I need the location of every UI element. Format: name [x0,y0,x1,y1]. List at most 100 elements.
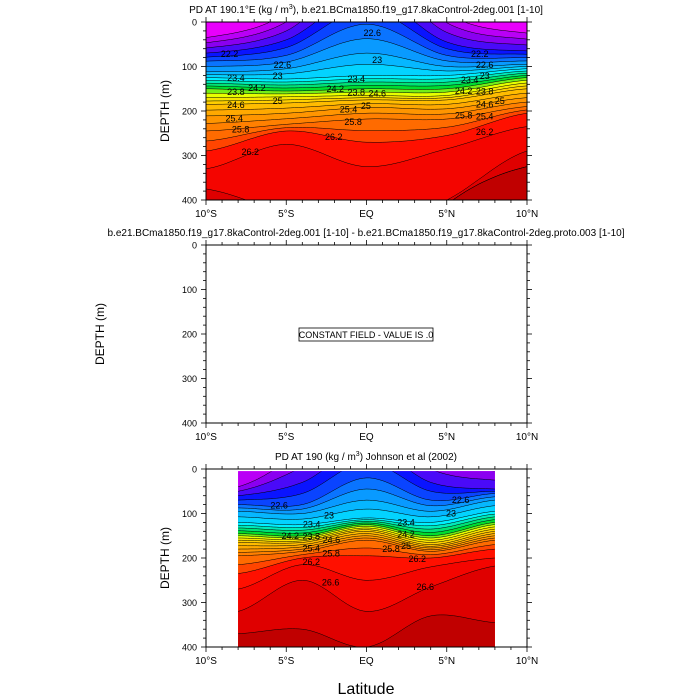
annotation-text: CONSTANT FIELD - VALUE IS .0 [299,330,434,340]
contour-label: 23 [372,55,382,65]
contour-label: 24.2 [282,531,300,541]
contour-label: 25.8 [232,125,250,135]
contour-label: 24.6 [369,89,387,99]
contour-line [206,22,527,38]
y-tick-label: 300 [182,598,197,608]
contour-line [206,106,527,132]
contour-line [238,539,495,557]
x-tick-label: 10°S [195,656,217,667]
contour-line [238,488,495,511]
contour-line [238,533,495,547]
contour-label: 25 [361,101,371,111]
y-tick-label: 100 [182,509,197,519]
y-tick-label: 400 [182,643,197,653]
contour-line [238,522,495,537]
contour-label: 25 [401,541,411,551]
contour-line [206,82,527,98]
contour-band [206,126,527,200]
panel-3: PD AT 190 (kg / m3) Johnson et al (2002)… [158,451,538,667]
contour-label: 26.2 [325,132,343,142]
contour-line [238,535,495,550]
contour-line [238,471,495,492]
y-tick-label: 300 [182,374,197,384]
contour-line [206,88,527,105]
y-tick-label: 0 [192,241,197,251]
contour-line [206,75,527,89]
y-tick-label: 400 [182,196,197,206]
contour-line [238,565,495,612]
contour-line [238,505,495,520]
contour-label: 24.2 [327,84,345,94]
contour-label: 25.4 [476,111,494,121]
contour-label: 25.8 [455,111,473,121]
contour-label: 23 [480,71,490,81]
contour-label: 24.2 [455,86,473,96]
panel-title: PD AT 190 (kg / m3) Johnson et al (2002) [275,451,457,463]
contour-line [206,97,527,117]
contour-label: 26.2 [242,147,260,157]
contour-field [206,22,527,200]
x-tick-label: 10°S [195,432,217,443]
x-tick-label: EQ [359,209,374,220]
contour-line [238,471,495,496]
contour-label: 23.4 [397,517,415,527]
x-tick-label: 10°N [516,432,538,443]
contour-label: 22.6 [364,28,382,38]
panel-title: b.e21.BCma1850.f19_g17.8kaControl-2deg.0… [107,228,624,239]
x-tick-label: EQ [359,432,374,443]
y-axis-label: DEPTH (m) [93,303,107,365]
contour-label: 26.2 [303,557,321,567]
contour-line [206,101,527,124]
contour-line [238,499,495,515]
x-tick-label: 10°N [516,656,538,667]
y-tick-label: 200 [182,330,197,340]
x-tick-label: EQ [359,656,374,667]
contour-line [206,112,527,152]
contour-line [206,22,527,58]
y-tick-label: 100 [182,62,197,72]
contour-label: 23.8 [303,531,321,541]
x-axis-label: Latitude [338,681,395,698]
contour-label: 25 [273,96,283,106]
contour-label: 25.8 [344,117,362,127]
panel-1: PD AT 190.1°E (kg / m3), b.e21.BCma1850.… [158,4,543,220]
contour-label: 23.4 [461,75,479,85]
panel-2: b.e21.BCma1850.f19_g17.8kaControl-2deg.0… [93,228,625,443]
contour-label: 24.2 [248,83,266,93]
contour-line [452,166,527,200]
contour-field [238,471,495,647]
contour-line [206,150,527,200]
contour-line [238,511,495,526]
y-tick-label: 0 [192,18,197,28]
x-tick-label: 5°S [278,432,295,443]
contour-line [206,109,527,142]
contour-label: 23 [324,511,334,521]
contour-line [206,77,527,92]
contour-label: 25.8 [382,544,400,554]
contour-line [238,471,495,501]
x-tick-label: 10°N [516,209,538,220]
contour-label: 23 [446,509,456,519]
contour-band [452,166,527,200]
contour-label: 26.2 [409,554,427,564]
contour-label: 24.6 [227,100,245,110]
contour-label: 23.8 [227,87,245,97]
contour-line [238,614,495,647]
contour-line [206,80,527,95]
contour-label: 23.4 [348,74,366,84]
contour-line [206,52,527,73]
contour-line [238,526,495,541]
x-tick-label: 5°N [438,209,455,220]
contour-label: 25.4 [340,105,358,115]
contour-line [206,92,527,111]
contour-label: 23.8 [348,87,366,97]
contour-line [206,23,527,62]
x-tick-label: 5°S [278,209,295,220]
contour-line [206,126,527,170]
contour-label: 24.6 [476,99,494,109]
contour-line [238,531,495,545]
contour-line [206,85,527,102]
contour-line [238,544,495,565]
contour-line [206,70,527,83]
